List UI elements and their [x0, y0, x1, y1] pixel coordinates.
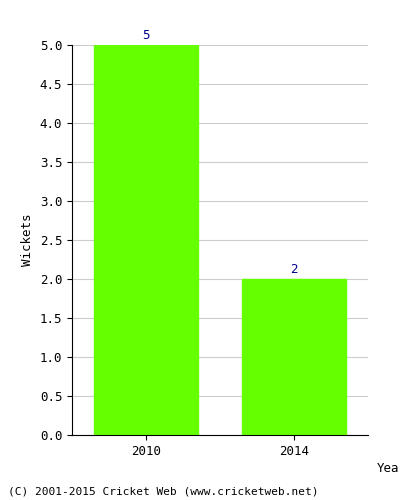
Text: (C) 2001-2015 Cricket Web (www.cricketweb.net): (C) 2001-2015 Cricket Web (www.cricketwe…: [8, 487, 318, 497]
Text: 5: 5: [142, 29, 150, 42]
X-axis label: Year: Year: [377, 462, 400, 475]
Bar: [242, 279, 346, 435]
Text: 2: 2: [290, 263, 298, 276]
Bar: [94, 45, 198, 435]
Y-axis label: Wickets: Wickets: [21, 214, 34, 266]
